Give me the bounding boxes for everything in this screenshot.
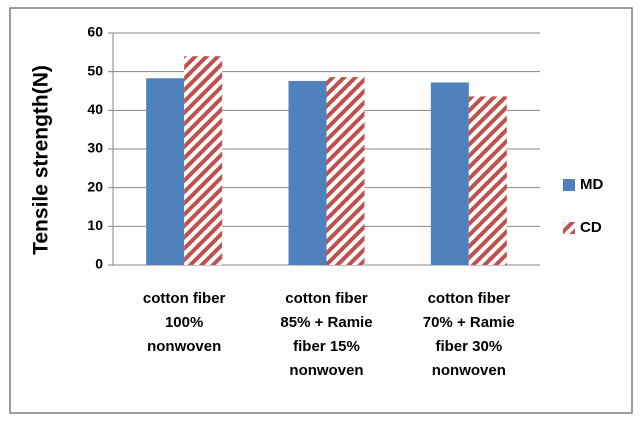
x-tick-label: nonwoven <box>432 362 506 379</box>
y-tick-label: 10 <box>87 217 103 233</box>
x-tick-label: 100% <box>165 314 203 331</box>
y-tick-label: 30 <box>87 140 103 156</box>
x-tick-label: 70% + Ramie <box>423 314 515 331</box>
legend-swatch <box>563 222 575 234</box>
y-axis-label: Tensile strength(N) <box>30 65 53 255</box>
bar <box>184 56 223 266</box>
y-tick-label: 60 <box>87 24 103 40</box>
x-tick-label: cotton fiber <box>285 290 368 307</box>
x-tick-label: cotton fiber <box>428 290 511 307</box>
x-tick-label: nonwoven <box>147 338 221 355</box>
x-tick-label: fiber 15% <box>293 338 360 355</box>
legend-label: MD <box>580 176 603 193</box>
legend-label: CD <box>580 219 602 236</box>
legend-swatch <box>563 179 575 191</box>
y-tick-label: 20 <box>87 178 103 194</box>
x-tick-label: fiber 30% <box>435 338 502 355</box>
bar <box>146 78 185 266</box>
y-tick-label: 0 <box>95 256 103 272</box>
bar <box>468 96 507 265</box>
bar <box>326 77 365 265</box>
bar <box>430 82 469 265</box>
y-tick-label: 40 <box>87 101 103 117</box>
x-tick-label: 85% + Ramie <box>280 314 372 331</box>
bar <box>288 80 327 266</box>
y-tick-label: 50 <box>87 62 103 78</box>
x-tick-label: nonwoven <box>289 362 363 379</box>
x-tick-label: cotton fiber <box>143 290 226 307</box>
